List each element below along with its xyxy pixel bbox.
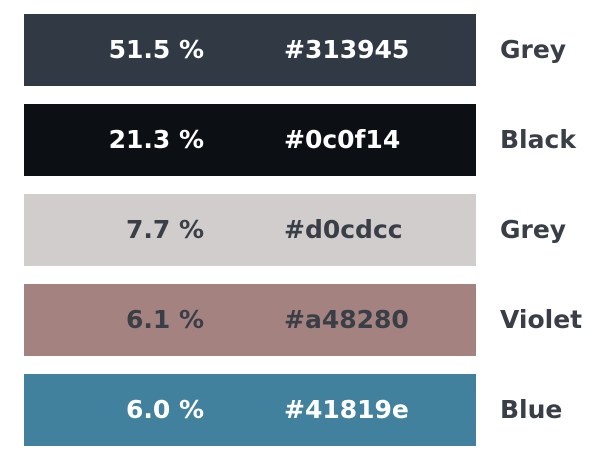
color-percentage: 21.3 %: [108, 125, 204, 154]
color-hex-code: #313945: [284, 35, 410, 64]
color-swatch: [24, 194, 476, 266]
color-name: Grey: [500, 35, 567, 64]
color-swatch: [24, 374, 476, 446]
color-swatch: [24, 14, 476, 86]
color-percentage: 6.0 %: [125, 395, 204, 424]
color-name: Black: [500, 125, 576, 154]
color-hex-code: #41819e: [284, 395, 409, 424]
palette-row-1: 51.5 % #313945 Grey: [0, 14, 600, 86]
palette-row-5: 6.0 % #41819e Blue: [0, 374, 600, 446]
color-percentage: 6.1 %: [125, 305, 204, 334]
color-percentage: 7.7 %: [125, 215, 204, 244]
palette-row-4: 6.1 % #a48280 Violet: [0, 284, 600, 356]
color-hex-code: #a48280: [284, 305, 409, 334]
color-hex-code: #0c0f14: [284, 125, 401, 154]
palette-row-3: 7.7 % #d0cdcc Grey: [0, 194, 600, 266]
color-name: Violet: [500, 305, 583, 334]
color-percentage: 51.5 %: [108, 35, 204, 64]
color-name: Blue: [500, 395, 563, 424]
color-swatch: [24, 284, 476, 356]
color-swatch: [24, 104, 476, 176]
color-hex-code: #d0cdcc: [284, 215, 403, 244]
color-name: Grey: [500, 215, 567, 244]
palette-row-2: 21.3 % #0c0f14 Black: [0, 104, 600, 176]
